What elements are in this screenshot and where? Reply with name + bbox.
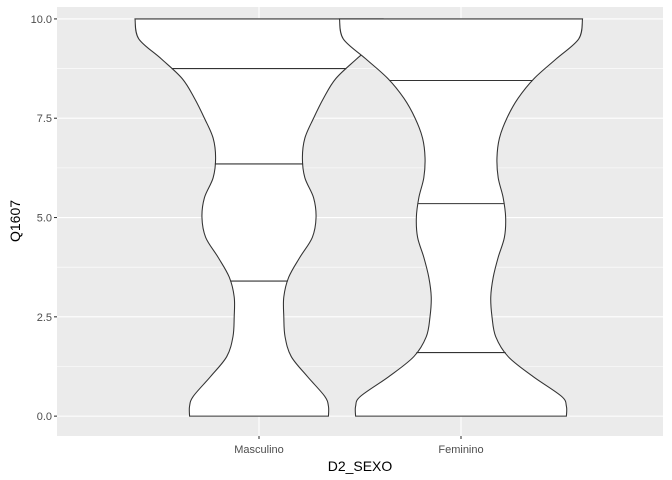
x-axis: Masculino Feminino (234, 436, 484, 456)
y-axis: 0.0 2.5 5.0 7.5 10.0 (31, 14, 57, 423)
x-axis-title: D2_SEXO (328, 458, 393, 474)
violin-feminino (338, 18, 584, 417)
y-tick-label: 2.5 (37, 312, 52, 324)
y-tick-label: 10.0 (31, 14, 52, 26)
y-axis-title: Q1607 (7, 200, 23, 242)
plot-panel (57, 7, 663, 436)
x-tick-label: Feminino (438, 444, 483, 456)
grid-minor (57, 68, 663, 367)
y-tick-label: 5.0 (37, 213, 52, 225)
violin-masculino (134, 18, 384, 417)
violins (134, 18, 584, 417)
y-tick-label: 0.0 (37, 411, 52, 423)
y-tick-label: 7.5 (37, 113, 52, 125)
x-tick-label: Masculino (234, 444, 284, 456)
